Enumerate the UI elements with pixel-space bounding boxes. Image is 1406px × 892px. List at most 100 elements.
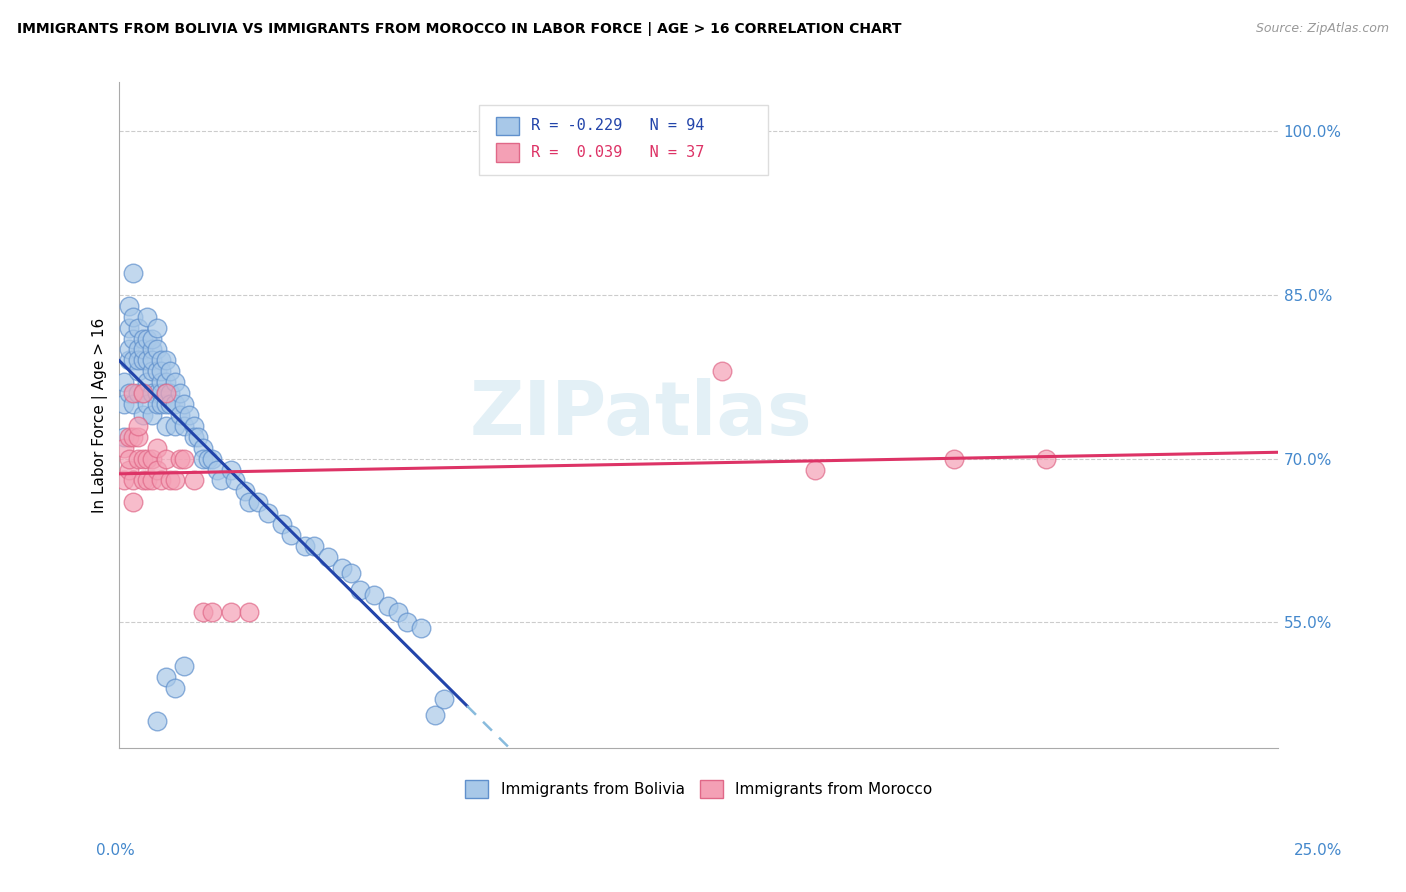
Point: [141, 353, 163, 368]
FancyBboxPatch shape: [478, 105, 768, 175]
Point: [165, 397, 187, 411]
Point: [127, 353, 149, 368]
Point: [330, 561, 353, 575]
Point: [131, 451, 153, 466]
Point: [127, 364, 149, 378]
Point: [141, 343, 163, 357]
Point: [159, 474, 181, 488]
Point: [423, 708, 446, 723]
Point: [150, 364, 173, 378]
Point: [177, 408, 200, 422]
Point: [122, 310, 145, 324]
Point: [395, 615, 418, 630]
Point: [122, 397, 145, 411]
Point: [201, 451, 224, 466]
Text: ZIPatlas: ZIPatlas: [470, 378, 813, 451]
Point: [165, 375, 187, 389]
Point: [233, 484, 256, 499]
Point: [141, 451, 163, 466]
Point: [131, 474, 153, 488]
Point: [165, 474, 187, 488]
Point: [256, 506, 278, 520]
Point: [118, 320, 141, 334]
Point: [150, 386, 173, 401]
Point: [155, 670, 177, 684]
Point: [433, 692, 456, 706]
Point: [118, 386, 141, 401]
Point: [118, 462, 141, 476]
Point: [112, 474, 135, 488]
Point: [150, 474, 173, 488]
Point: [316, 549, 339, 564]
Point: [118, 430, 141, 444]
FancyBboxPatch shape: [496, 144, 519, 161]
Point: [145, 462, 167, 476]
Point: [141, 332, 163, 346]
Point: [377, 599, 399, 613]
Point: [112, 397, 135, 411]
Point: [191, 441, 214, 455]
Point: [1035, 451, 1057, 466]
Point: [169, 386, 191, 401]
Point: [112, 430, 135, 444]
Point: [112, 375, 135, 389]
Point: [145, 320, 167, 334]
Point: [155, 418, 177, 433]
Point: [183, 474, 205, 488]
Point: [803, 462, 825, 476]
Point: [238, 605, 260, 619]
Point: [409, 621, 432, 635]
Point: [141, 386, 163, 401]
Point: [224, 474, 246, 488]
Point: [183, 418, 205, 433]
Point: [136, 451, 159, 466]
Point: [145, 386, 167, 401]
Point: [173, 659, 195, 673]
Text: IMMIGRANTS FROM BOLIVIA VS IMMIGRANTS FROM MOROCCO IN LABOR FORCE | AGE > 16 COR: IMMIGRANTS FROM BOLIVIA VS IMMIGRANTS FR…: [17, 22, 901, 37]
Point: [141, 364, 163, 378]
Point: [159, 397, 181, 411]
Point: [155, 375, 177, 389]
Point: [131, 332, 153, 346]
Point: [155, 386, 177, 401]
Point: [131, 353, 153, 368]
Point: [127, 320, 149, 334]
Point: [136, 353, 159, 368]
Point: [127, 386, 149, 401]
Point: [136, 332, 159, 346]
Text: 0.0%: 0.0%: [96, 843, 135, 858]
Point: [150, 397, 173, 411]
Point: [136, 310, 159, 324]
Point: [191, 605, 214, 619]
Point: [187, 430, 209, 444]
Point: [302, 539, 325, 553]
Point: [131, 386, 153, 401]
Point: [122, 495, 145, 509]
Point: [201, 605, 224, 619]
FancyBboxPatch shape: [496, 117, 519, 136]
Point: [219, 605, 242, 619]
Point: [165, 681, 187, 695]
Point: [173, 451, 195, 466]
Point: [363, 588, 385, 602]
Point: [280, 528, 302, 542]
Point: [159, 364, 181, 378]
Point: [127, 451, 149, 466]
Point: [122, 474, 145, 488]
Point: [136, 397, 159, 411]
Point: [145, 441, 167, 455]
Point: [169, 451, 191, 466]
Point: [294, 539, 316, 553]
Point: [145, 397, 167, 411]
Point: [112, 441, 135, 455]
Point: [141, 474, 163, 488]
Point: [169, 408, 191, 422]
Point: [136, 474, 159, 488]
Point: [127, 418, 149, 433]
Point: [141, 408, 163, 422]
Point: [122, 332, 145, 346]
Legend: Immigrants from Bolivia, Immigrants from Morocco: Immigrants from Bolivia, Immigrants from…: [460, 773, 938, 804]
Point: [197, 451, 219, 466]
Point: [118, 299, 141, 313]
Point: [145, 714, 167, 728]
